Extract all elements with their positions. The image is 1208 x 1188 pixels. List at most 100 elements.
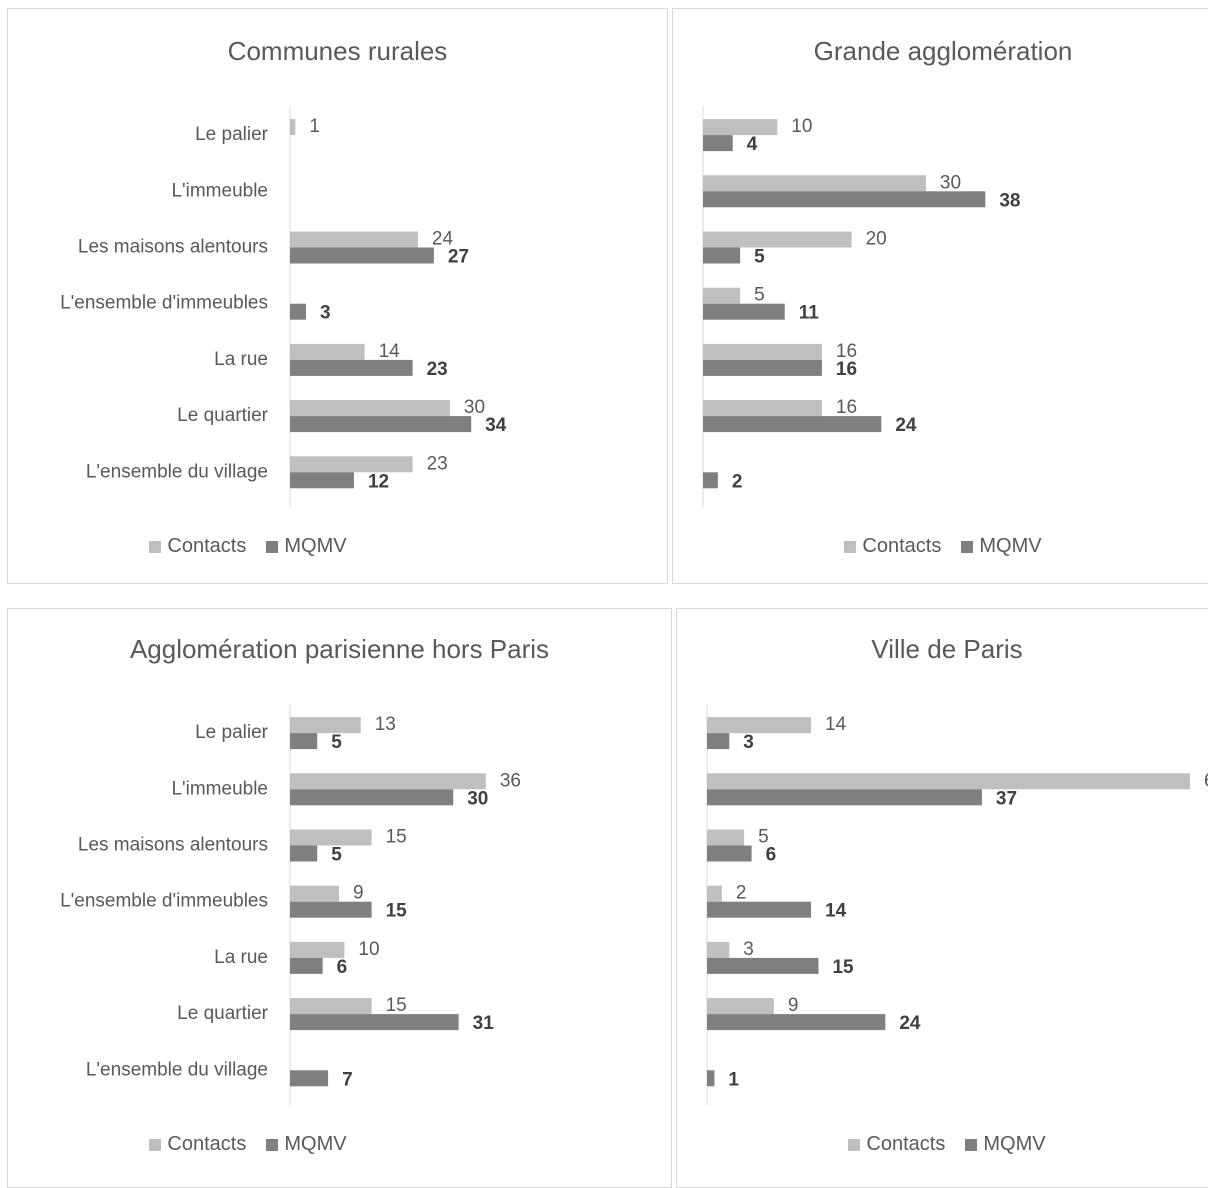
bar-contacts xyxy=(707,941,730,958)
category-label: Le quartier xyxy=(177,1003,269,1024)
chart-title: Communes rurales xyxy=(227,36,448,66)
legend-item-mqmv: MQMV xyxy=(266,1133,347,1156)
bar-mqmv xyxy=(703,472,718,489)
bar-mqmv xyxy=(707,733,730,750)
data-label-mqmv: 34 xyxy=(485,415,507,436)
legend-item-contacts: Contacts xyxy=(844,535,941,558)
bar-mqmv xyxy=(707,789,982,806)
legend-swatch-mqmv xyxy=(266,540,279,553)
data-label-mqmv: 24 xyxy=(895,415,917,436)
chart-legend: Contacts MQMV xyxy=(677,1133,1208,1156)
data-label-contacts: 30 xyxy=(940,172,961,193)
bar-contacts xyxy=(707,885,722,902)
data-label-mqmv: 3 xyxy=(320,303,331,324)
legend-item-mqmv: MQMV xyxy=(266,535,347,558)
bar-mqmv xyxy=(290,957,323,974)
legend-label-contacts: Contacts xyxy=(167,535,247,557)
bar-mqmv xyxy=(290,247,434,264)
data-label-contacts: 15 xyxy=(386,827,407,848)
data-label-contacts: 2 xyxy=(736,883,747,904)
bar-mqmv xyxy=(290,303,306,320)
legend-label-contacts: Contacts xyxy=(167,1133,247,1155)
data-label-contacts: 15 xyxy=(386,995,407,1016)
data-label-mqmv: 31 xyxy=(473,1013,495,1034)
category-label: Les maisons alentours xyxy=(78,835,268,856)
bar-contacts xyxy=(290,773,486,790)
chart-title: Ville de Paris xyxy=(871,634,1023,664)
data-label-mqmv: 4 xyxy=(747,134,758,155)
data-label-contacts: 24 xyxy=(432,229,454,250)
data-label-mqmv: 6 xyxy=(766,845,777,866)
legend-swatch-contacts xyxy=(848,1138,861,1151)
legend-item-mqmv: MQMV xyxy=(965,1133,1046,1156)
bar-mqmv xyxy=(703,135,733,152)
data-label-mqmv: 23 xyxy=(427,359,448,380)
chart-legend: Contacts MQMV xyxy=(8,1133,488,1156)
data-label-contacts: 14 xyxy=(825,714,847,735)
data-label-mqmv: 12 xyxy=(368,471,389,492)
data-label-contacts: 1 xyxy=(309,116,320,137)
bar-chart: Le palier 13 5 L'immeuble 36 30 Les maisons al… xyxy=(60,704,521,1106)
data-label-mqmv: 24 xyxy=(899,1013,921,1034)
bar-contacts xyxy=(703,119,778,136)
data-label-mqmv: 11 xyxy=(799,303,820,324)
chart-panel-communes-rurales: Communes rurales Le palier 1 L'immeuble Les… xyxy=(7,8,668,584)
data-label-mqmv: 1 xyxy=(728,1069,739,1090)
legend-label-mqmv: MQMV xyxy=(983,1133,1046,1155)
legend-item-contacts: Contacts xyxy=(848,1133,945,1156)
data-label-contacts: 36 xyxy=(500,770,521,791)
bar-contacts xyxy=(290,941,345,958)
bar-contacts xyxy=(703,343,822,360)
data-label-mqmv: 5 xyxy=(331,732,342,753)
legend-label-mqmv: MQMV xyxy=(979,535,1042,557)
chart-panel-ville-de-paris: Ville de Paris 14 3 65 37 562 14 3 15 9 24 1 Conta… xyxy=(676,608,1208,1188)
chart-title: Grande agglomération xyxy=(813,36,1073,66)
data-label-contacts: 5 xyxy=(754,285,765,306)
bar-contacts xyxy=(703,287,741,304)
bar-mqmv xyxy=(703,359,822,376)
data-label-contacts: 14 xyxy=(379,341,401,362)
data-label-contacts: 3 xyxy=(743,939,754,960)
data-label-mqmv: 15 xyxy=(832,957,854,978)
category-label: Le palier xyxy=(195,722,269,743)
data-label-mqmv: 5 xyxy=(331,845,342,866)
data-label-contacts: 13 xyxy=(375,714,396,735)
data-label-mqmv: 16 xyxy=(836,359,857,380)
data-label-mqmv: 14 xyxy=(825,901,847,922)
bar-mqmv xyxy=(290,416,472,433)
data-label-contacts: 10 xyxy=(358,939,379,960)
bar-contacts xyxy=(707,998,774,1015)
legend-swatch-contacts xyxy=(149,1138,162,1151)
bar-mqmv xyxy=(290,845,318,862)
data-label-mqmv: 37 xyxy=(996,788,1017,809)
category-label: La rue xyxy=(214,349,268,370)
data-label-mqmv: 2 xyxy=(732,471,743,492)
legend-item-contacts: Contacts xyxy=(149,1133,246,1156)
chart-panel-agglomeration-parisienne: Agglomération parisienne hors Paris Le p… xyxy=(7,608,672,1188)
chart-title: Agglomération parisienne hors Paris xyxy=(129,634,550,664)
bar-mqmv xyxy=(703,191,986,208)
bar-contacts xyxy=(703,175,926,192)
legend-item-contacts: Contacts xyxy=(149,535,246,558)
bar-contacts xyxy=(707,829,745,846)
data-label-contacts: 16 xyxy=(836,341,857,362)
bar-contacts xyxy=(290,998,372,1015)
bar-chart: 14 3 65 37 562 14 3 15 9 24 1 xyxy=(706,704,1208,1106)
data-label-contacts: 30 xyxy=(464,397,485,418)
legend-swatch-mqmv xyxy=(961,540,974,553)
legend-swatch-mqmv xyxy=(266,1138,279,1151)
bar-contacts xyxy=(290,400,450,417)
category-label: L'ensemble du village xyxy=(86,1059,268,1080)
category-label: L'ensemble d'immeubles xyxy=(60,891,268,912)
bar-mqmv xyxy=(290,789,454,806)
bar-contacts xyxy=(707,773,1190,790)
data-label-contacts: 10 xyxy=(791,116,812,137)
chart-panel-grande-agglomeration: Grande agglomération 10 4 30 38 20 5 5 11 16 16 16… xyxy=(672,8,1208,584)
bar-contacts xyxy=(290,456,413,473)
category-label: L'ensemble du village xyxy=(86,461,268,482)
bar-contacts xyxy=(290,829,372,846)
data-label-contacts: 9 xyxy=(788,995,799,1016)
data-label-mqmv: 3 xyxy=(743,732,754,753)
bar-contacts xyxy=(290,119,296,136)
